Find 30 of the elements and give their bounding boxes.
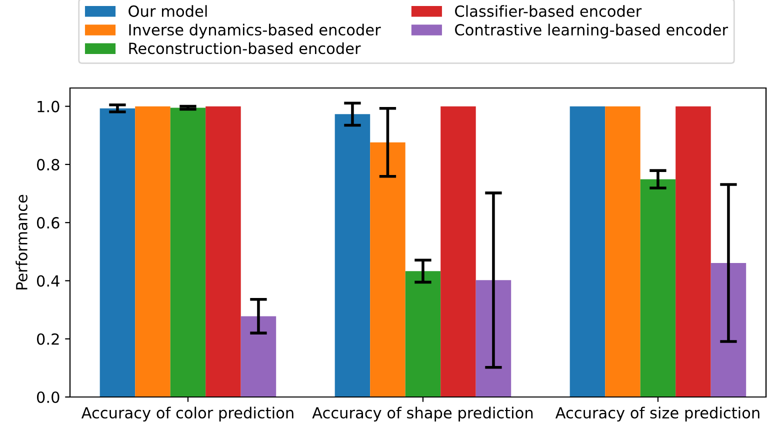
bar [676,106,711,397]
y-tick-label: 0.4 [36,275,60,287]
bar [240,316,276,397]
bar [440,106,476,397]
legend-label: Contrastive learning-based encoder [455,24,728,39]
bar [206,106,241,397]
y-tick-label: 0.8 [36,158,60,170]
bar [135,106,170,397]
legend-label: Classifier-based encoder [455,5,642,17]
bar [710,262,746,397]
legend-label: Reconstruction-based encoder [129,42,361,54]
bar [570,106,606,397]
x-tick-label: Accuracy of size prediction [555,406,760,422]
bar [605,106,640,397]
y-tick-label: 0.0 [36,391,60,404]
bar [476,280,512,397]
bar [170,108,206,397]
bar [370,142,406,397]
legend-label: Our model [128,5,207,17]
bar [640,179,676,397]
bar [334,114,370,397]
y-tick-label: 0.6 [36,217,60,229]
x-tick-label: Accuracy of color prediction [81,406,294,422]
bar [100,108,136,397]
y-tick-label: 1.0 [38,100,60,112]
y-axis-title: Performance [16,194,28,290]
bar [405,271,441,397]
y-tick-label: 0.2 [36,333,59,345]
x-tick-label: Accuracy of shape prediction [312,406,533,422]
legend-label: Inverse dynamics-based encoder [129,24,381,39]
